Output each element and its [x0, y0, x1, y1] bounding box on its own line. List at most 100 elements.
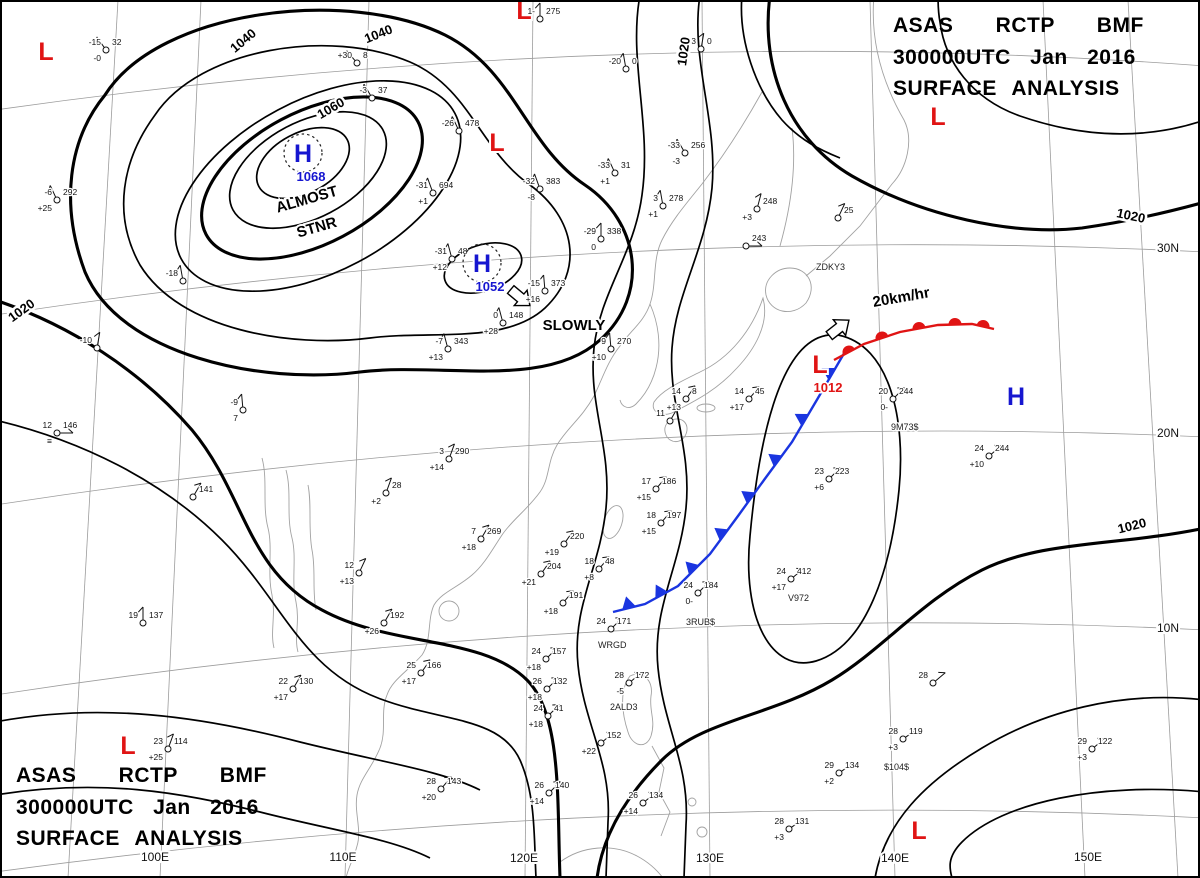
wind-barb-tick [294, 674, 302, 678]
station-temp: 11 [656, 408, 665, 418]
station-tendency: +6 [814, 482, 824, 492]
wind-barb [657, 476, 667, 488]
station-temp: 24 [597, 616, 607, 626]
wind-barb [630, 672, 642, 682]
wind-barb-tick [566, 530, 574, 533]
station-plot: 3 278 +1 [647, 189, 685, 220]
station-circle [559, 599, 567, 607]
station-pressure: 220 [570, 531, 584, 541]
station-plot: 25 166 +17 [400, 659, 442, 688]
station-temp: 28 [775, 816, 785, 826]
station-circle [368, 94, 376, 102]
movement-annotation: SLOWLY [543, 317, 606, 334]
longitude-label: 150E [1074, 850, 1102, 864]
station-pressure: 8 [692, 386, 697, 396]
station-code: 3RUB$ [686, 617, 715, 627]
station-tendency: +26 [365, 626, 380, 636]
station-plot: 24 244 +10 [968, 442, 1010, 471]
wind-barb [600, 556, 610, 568]
wind-barb [422, 659, 431, 671]
longitude-label: 140E [881, 851, 909, 865]
station-tendency: +28 [484, 326, 499, 336]
wind-barb [699, 581, 710, 592]
pressure-letter: L [120, 732, 135, 760]
wind-barb-tick [47, 185, 51, 193]
wind-barb [443, 333, 448, 347]
station-pressure: 223 [835, 466, 849, 476]
latitude-label: 10N [1157, 621, 1179, 635]
station-plot: 18 48 +8 [583, 555, 616, 584]
station-pressure: 114 [174, 736, 188, 746]
wind-barb [894, 387, 905, 398]
station-plot: 28 172 -5 [613, 669, 650, 698]
wind-barb [565, 530, 574, 542]
station-pressure: 184 [704, 580, 718, 590]
station-tendency: +18 [527, 662, 542, 672]
station-plot: 191 +18 [542, 589, 584, 618]
station-temp: -32 [523, 176, 536, 186]
station-circle [536, 185, 544, 193]
wind-barb [550, 781, 561, 792]
station-temp: -29 [584, 226, 597, 236]
wind-barb-tick [845, 762, 853, 765]
cold-front-pip [741, 490, 756, 504]
station-pressure: 244 [995, 443, 1009, 453]
station-code: V972 [788, 593, 809, 603]
station-temp: 24 [532, 646, 542, 656]
station-pressure: 172 [635, 670, 649, 680]
wind-barb [687, 385, 696, 397]
station-temp: 14 [735, 386, 745, 396]
wind-barb-tick [194, 482, 202, 486]
station-temp: -7 [435, 336, 443, 346]
station-plot: 7 269 +18 [460, 524, 503, 553]
wind-barb-tick [444, 243, 449, 250]
station-plot: -18 [164, 264, 187, 285]
station-plot: 192 +26 [363, 608, 406, 637]
station-pressure: 148 [509, 310, 523, 320]
station-pressure: 143 [447, 776, 461, 786]
station-temp: 29 [825, 760, 835, 770]
station-temp: -10 [80, 335, 93, 345]
station-pressure: 131 [795, 816, 809, 826]
station-code: 9M73$ [891, 422, 919, 432]
station-plot: +30 8 [336, 49, 369, 67]
pressure-letter: H [294, 140, 312, 168]
station-plot: 9 270 +10 [590, 332, 633, 363]
station-circle [753, 205, 761, 213]
station-temp: 7 [471, 526, 476, 536]
wind-barb [179, 265, 183, 279]
wind-barb [990, 445, 1002, 455]
station-circle [189, 493, 197, 501]
station-temp: -20 [609, 56, 622, 66]
station-circle [639, 799, 647, 807]
wind-barb-tick [752, 386, 760, 389]
station-plot: 20 244 0- [877, 385, 914, 414]
wind-barb [757, 193, 762, 207]
station-circle [102, 46, 110, 54]
station-temp: -33 [668, 140, 681, 150]
station-circle [444, 345, 452, 353]
station-circle [53, 429, 61, 437]
title-line-2: 300000UTC Jan 2016 [16, 795, 259, 819]
station-circle [597, 739, 605, 747]
fronts-layer [612, 318, 995, 614]
wind-barb [549, 704, 560, 715]
station-pressure: 48 [458, 246, 468, 256]
station-plot: 28 143 +20 [420, 775, 462, 804]
station-circle [694, 589, 702, 597]
station-temp: 12 [43, 420, 53, 430]
station-pressure: 343 [454, 336, 468, 346]
wind-barb [294, 674, 302, 687]
title-line-2: 300000UTC Jan 2016 [893, 45, 1136, 69]
station-temp: 0 [493, 310, 498, 320]
station-temp: 9 [601, 336, 606, 346]
wind-barb-tick [424, 177, 428, 185]
station-pressure: 269 [487, 526, 501, 536]
station-circle [682, 395, 690, 403]
station-temp: 29 [1078, 736, 1088, 746]
station-circle [622, 65, 630, 73]
